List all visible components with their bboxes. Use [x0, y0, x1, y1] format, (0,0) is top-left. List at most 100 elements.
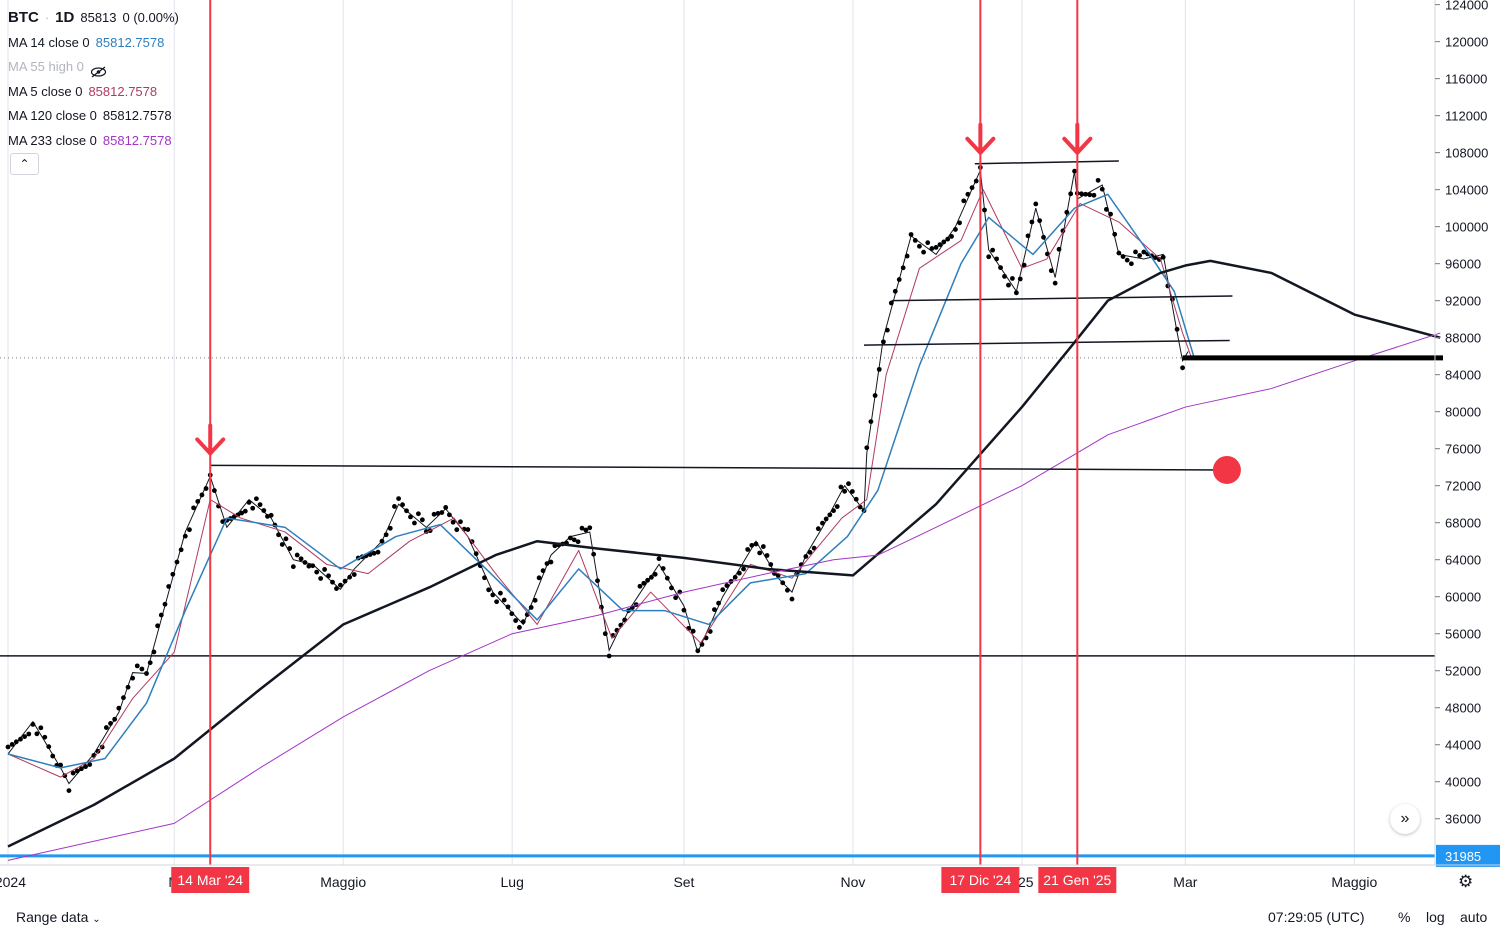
price-dot: [536, 575, 542, 581]
price-dot: [1021, 262, 1027, 268]
legend-row-ma233[interactable]: MA 233 close 0 85812.7578: [8, 129, 179, 154]
price-dot: [509, 611, 515, 617]
price-label: 76000: [1445, 442, 1481, 457]
price-dot: [435, 511, 441, 516]
price-dot: [155, 623, 160, 629]
price-dot: [641, 580, 647, 586]
price-dot: [283, 536, 289, 542]
price-dot: [134, 663, 140, 669]
legend-row-ma55[interactable]: MA 55 high 0: [8, 55, 179, 80]
symbol-name[interactable]: BTC: [8, 9, 39, 26]
date-marker-label: 21 Gen '25: [1043, 872, 1111, 888]
price-dot: [1052, 280, 1058, 286]
price-dot: [591, 551, 597, 557]
price-dot: [387, 525, 393, 531]
price-dot: [1180, 365, 1185, 371]
price-dot: [1037, 218, 1043, 224]
price-dot: [79, 766, 84, 772]
price-dot: [112, 716, 118, 722]
price-dot: [371, 550, 377, 556]
price-dot: [486, 587, 492, 593]
price-dot: [326, 573, 331, 579]
time-label: Set: [673, 874, 694, 890]
price-dot: [306, 563, 312, 569]
ma-label: MA 55 high 0: [8, 59, 84, 74]
legend-row-ma120[interactable]: MA 120 close 0 85812.7578: [8, 104, 179, 129]
legend-row-ma5[interactable]: MA 5 close 0 85812.7578: [8, 80, 179, 105]
price-dot: [439, 510, 445, 515]
arrow-down-icon: [1062, 122, 1093, 155]
price-dot: [784, 587, 790, 593]
price-dot: [279, 542, 285, 547]
price-dot: [302, 560, 308, 565]
price-dot: [933, 245, 939, 250]
price-dot: [13, 739, 19, 745]
price-dot: [404, 508, 409, 514]
price-dot: [736, 570, 742, 576]
price-dot: [1006, 282, 1011, 288]
price-dot: [853, 496, 859, 502]
price-dot: [42, 734, 48, 740]
price-dot: [517, 625, 522, 630]
price-dot: [827, 512, 833, 518]
price-dot: [1091, 192, 1097, 198]
last-price: 85813: [80, 10, 117, 25]
price-dot: [1124, 257, 1130, 263]
price-dot: [125, 684, 131, 690]
last-value-label: 31985: [1445, 849, 1481, 864]
price-dot: [87, 762, 93, 767]
price-dot: [908, 232, 914, 237]
price-dot: [211, 488, 217, 493]
price-dot: [246, 499, 252, 505]
price-dot: [187, 527, 192, 533]
price-dot: [838, 484, 844, 490]
price-dot: [681, 607, 687, 613]
price-dot: [1048, 268, 1054, 274]
price-dot: [195, 498, 201, 504]
price-dot: [330, 579, 335, 585]
price-dot: [1141, 249, 1147, 255]
percent-scale-toggle[interactable]: %: [1398, 909, 1411, 925]
legend-row-ma14[interactable]: MA 14 close 0 85812.7578: [8, 31, 179, 56]
price-dot: [1013, 290, 1019, 296]
price-dot: [1010, 276, 1015, 281]
interval-label[interactable]: 1D: [55, 9, 75, 26]
price-dot: [431, 511, 437, 517]
price-dot: [18, 736, 23, 742]
price-dot: [1029, 219, 1035, 225]
range-data-button[interactable]: Range data ⌄: [16, 909, 101, 925]
price-dot: [1153, 255, 1158, 261]
log-scale-toggle[interactable]: log: [1426, 909, 1445, 925]
price-dot: [254, 496, 259, 502]
price-dot: [749, 542, 755, 548]
auto-scale-toggle[interactable]: auto: [1460, 909, 1488, 925]
time-label: Mar: [1173, 874, 1197, 890]
arrow-down-icon: [965, 122, 996, 155]
price-dot: [888, 300, 894, 306]
price-dot: [116, 705, 122, 711]
utc-clock[interactable]: 07:29:05 (UTC): [1268, 909, 1365, 925]
price-dot: [513, 618, 519, 623]
ma-value: 85812.7578: [95, 34, 165, 50]
price-dot: [250, 505, 256, 511]
price-dot: [338, 582, 343, 588]
price-dot: [1079, 191, 1084, 197]
price-dot: [66, 788, 72, 793]
legend-symbol-row[interactable]: BTC · 1D 85813 0 (0.00%): [8, 6, 179, 31]
price-dot: [969, 185, 975, 191]
eye-crossed-icon[interactable]: [90, 62, 106, 78]
price-dot: [458, 519, 463, 525]
price-dot: [1095, 177, 1101, 183]
scroll-to-realtime-button[interactable]: »: [1390, 804, 1420, 834]
price-dot: [1108, 211, 1113, 217]
price-label: 88000: [1445, 331, 1481, 346]
price-dot: [925, 240, 931, 246]
gear-icon[interactable]: ⚙: [1458, 872, 1474, 891]
price-dot: [994, 256, 999, 262]
price-chart[interactable]: 124000 120000 116000 112000 108000 104000 1000…: [0, 0, 1500, 898]
price-dot: [1068, 191, 1074, 197]
drawing-layer-front: [195, 0, 1443, 865]
price-dot: [945, 236, 951, 242]
legend-collapse-button[interactable]: ⌃: [10, 153, 39, 175]
price-dot: [815, 526, 821, 532]
